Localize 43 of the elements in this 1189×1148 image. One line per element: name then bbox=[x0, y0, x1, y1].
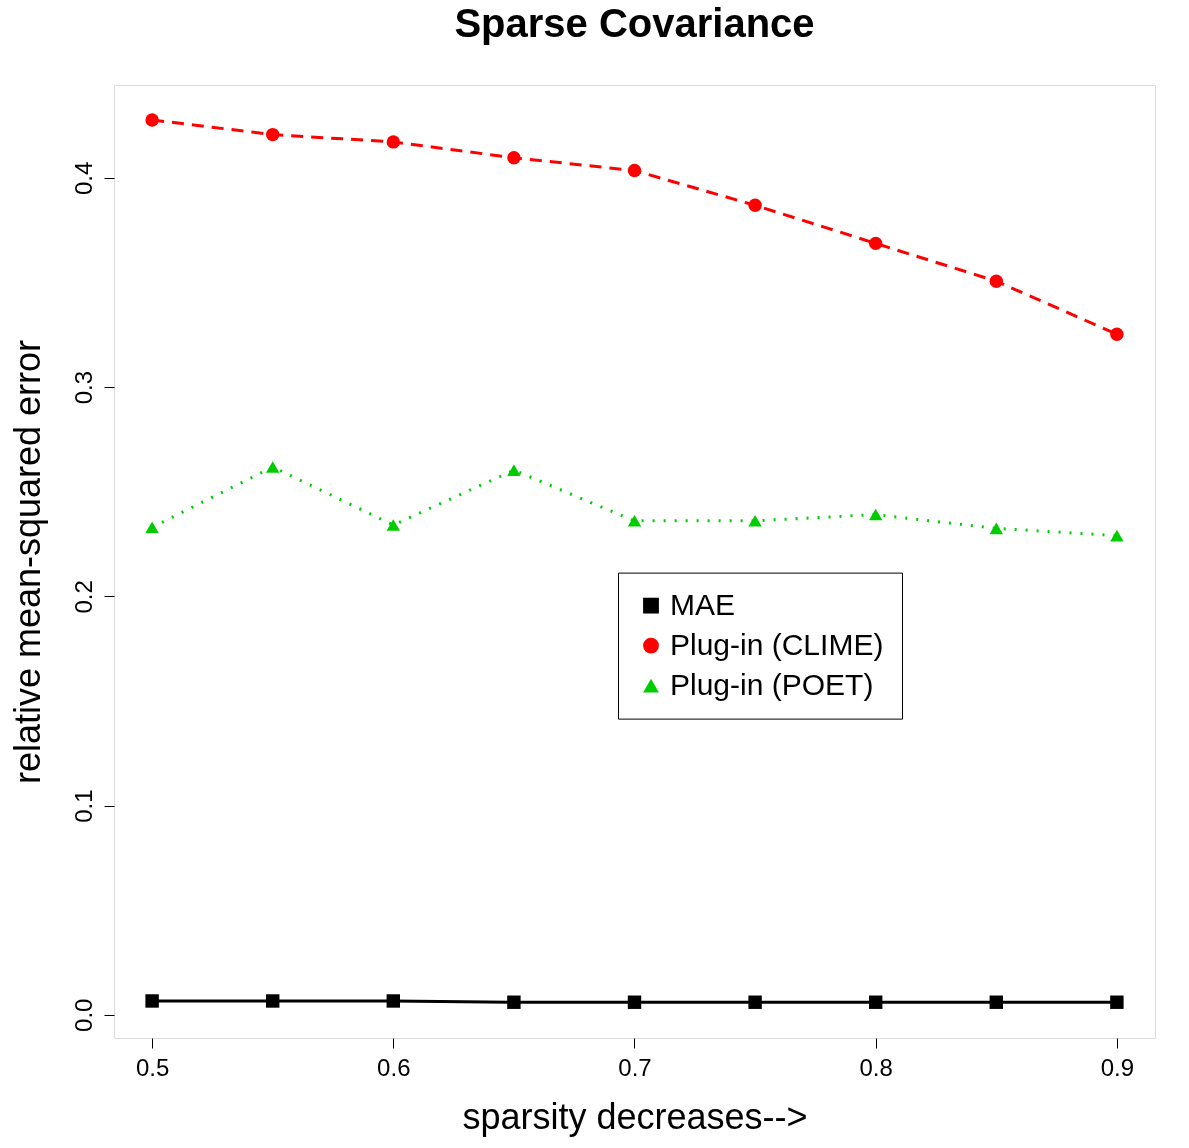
y-tick-label: 0.4 bbox=[69, 161, 97, 196]
point bbox=[145, 113, 159, 127]
point bbox=[1110, 995, 1124, 1009]
point bbox=[507, 151, 521, 165]
chart-title: Sparse Covariance bbox=[454, 1, 815, 45]
legend-label: MAE bbox=[670, 587, 736, 621]
y-axis-title: relative mean-squared error bbox=[6, 339, 48, 785]
point bbox=[627, 163, 642, 178]
point bbox=[868, 995, 883, 1009]
x-tick-label: 0.9 bbox=[1100, 1053, 1135, 1081]
point bbox=[266, 461, 280, 473]
point bbox=[748, 515, 762, 527]
x-axis-title: sparsity decreases--> bbox=[462, 1095, 808, 1137]
point bbox=[989, 522, 1003, 535]
x-tick-label: 0.6 bbox=[377, 1053, 411, 1081]
point bbox=[386, 519, 401, 531]
point bbox=[748, 995, 762, 1009]
legend-label: Plug-in (POET) bbox=[670, 667, 874, 701]
point bbox=[627, 515, 642, 527]
y-tick-label: 0.2 bbox=[69, 580, 97, 614]
point bbox=[266, 994, 280, 1008]
legend-label: Plug-in (CLIME) bbox=[670, 627, 884, 661]
point bbox=[1110, 529, 1124, 542]
x-tick-label: 0.5 bbox=[135, 1053, 170, 1081]
x-tick-label: 0.8 bbox=[859, 1053, 893, 1081]
point bbox=[868, 236, 883, 251]
point bbox=[386, 135, 401, 149]
point bbox=[748, 198, 762, 212]
point bbox=[989, 995, 1003, 1009]
point bbox=[507, 464, 521, 476]
point bbox=[145, 994, 159, 1008]
point bbox=[145, 521, 159, 534]
y-tick-label: 0.3 bbox=[69, 370, 97, 405]
point bbox=[989, 274, 1003, 288]
point bbox=[627, 995, 642, 1009]
point bbox=[386, 994, 401, 1008]
point bbox=[266, 127, 280, 142]
y-tick-label: 0.0 bbox=[69, 998, 97, 1032]
point bbox=[868, 508, 883, 521]
point bbox=[507, 995, 521, 1009]
y-tick-label: 0.1 bbox=[69, 789, 97, 823]
x-tick-label: 0.7 bbox=[618, 1053, 652, 1081]
point bbox=[1110, 327, 1124, 341]
